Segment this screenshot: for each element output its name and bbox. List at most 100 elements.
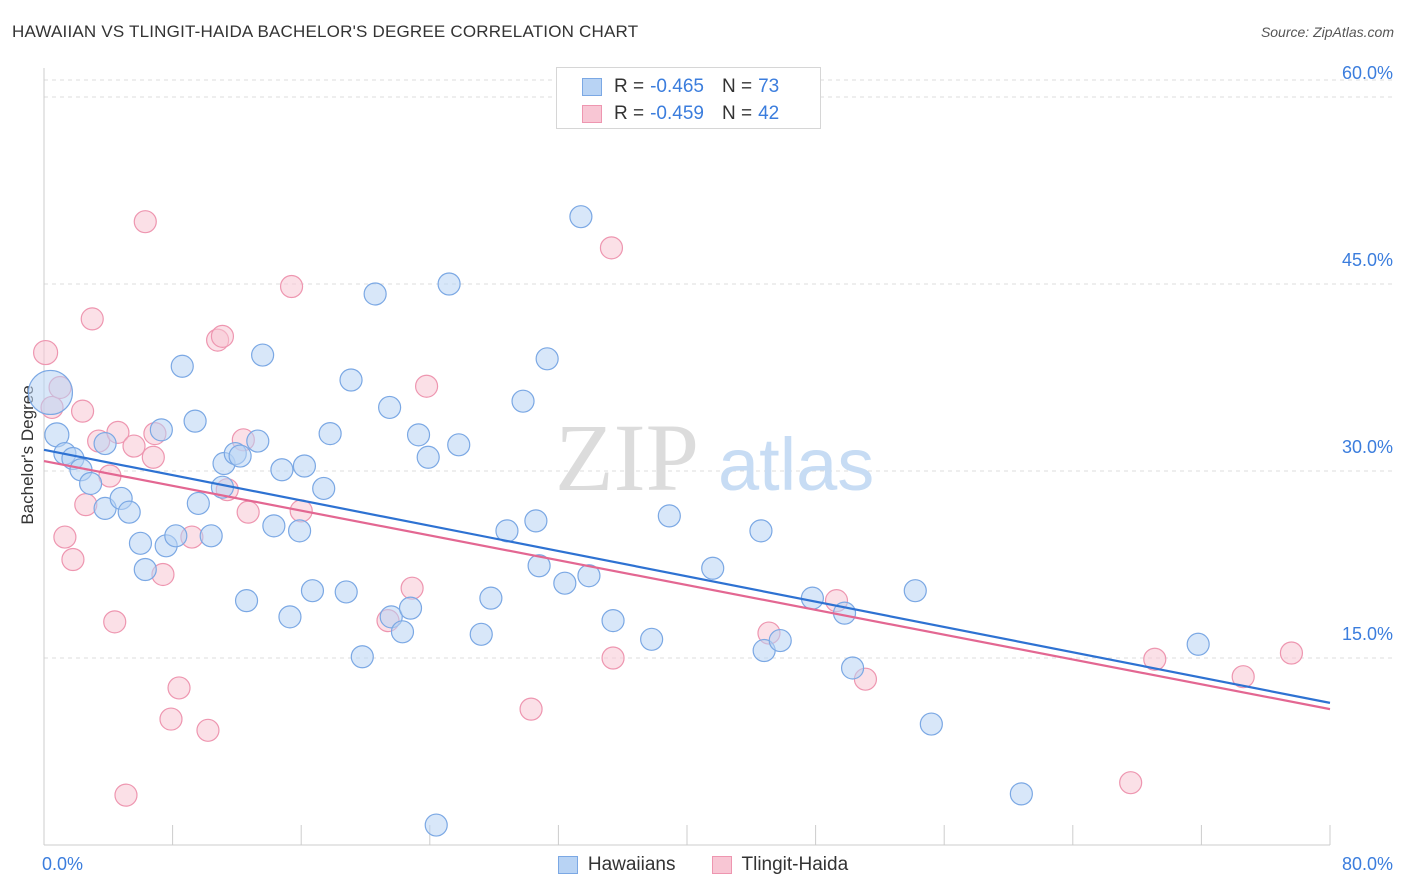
legend-swatch-pink <box>582 105 602 123</box>
data-point <box>334 580 358 604</box>
n-label: N = <box>721 76 753 97</box>
data-point <box>149 418 173 442</box>
legend-swatch-blue <box>557 856 578 874</box>
data-point <box>400 576 424 600</box>
data-point <box>170 354 194 378</box>
data-point <box>840 656 865 680</box>
data-point <box>122 434 146 458</box>
data-point <box>569 205 593 229</box>
n-label: N = <box>721 103 753 124</box>
legend-swatch-pink <box>711 856 732 874</box>
x-tick-label: 0.0% <box>42 854 83 874</box>
data-point <box>312 476 336 501</box>
data-point <box>210 324 235 348</box>
data-point <box>133 210 157 234</box>
legend-row-hawaiians: R = -0.465 N = 73 <box>582 75 779 99</box>
data-point <box>196 718 220 742</box>
legend-row-tlingit-haida: R = -0.459 N = 42 <box>582 102 779 126</box>
data-point <box>117 500 141 524</box>
data-point <box>246 429 270 453</box>
data-point <box>601 646 625 670</box>
y-tick-label: 30.0% <box>1342 437 1393 457</box>
data-point <box>251 343 275 367</box>
data-point <box>1009 782 1033 806</box>
data-point <box>919 712 943 736</box>
trend-line-hawaiians <box>43 448 1331 704</box>
data-point <box>363 282 387 306</box>
watermark-zip: ZIP <box>555 404 699 511</box>
data-point <box>183 409 207 433</box>
data-point <box>236 500 260 524</box>
data-point <box>657 504 681 528</box>
legend-item-hawaiians: Hawaiians <box>557 852 676 878</box>
data-point <box>279 274 304 299</box>
data-point <box>141 445 165 469</box>
data-point <box>270 458 294 482</box>
trend-line-tlingit-haida <box>43 459 1331 711</box>
r-value: -0.465 <box>650 76 704 97</box>
data-point <box>199 524 223 548</box>
data-point <box>416 445 440 469</box>
data-point <box>74 493 98 517</box>
data-point <box>262 514 286 538</box>
data-point <box>278 605 302 629</box>
data-point <box>167 676 191 700</box>
data-point <box>228 444 252 468</box>
data-point <box>61 547 85 572</box>
data-point <box>133 557 157 582</box>
data-point <box>553 571 577 595</box>
data-point <box>103 610 127 634</box>
data-point <box>33 339 59 366</box>
data-point <box>80 307 104 331</box>
data-point <box>1119 771 1143 795</box>
data-point <box>164 524 188 548</box>
data-point <box>519 697 543 721</box>
data-point <box>437 272 461 296</box>
data-point <box>749 519 773 543</box>
data-point <box>469 622 493 646</box>
data-point <box>406 423 431 447</box>
data-point <box>577 564 601 588</box>
data-point <box>339 368 363 392</box>
n-value: 42 <box>758 103 780 124</box>
data-point <box>535 347 559 371</box>
data-point <box>1186 632 1210 656</box>
data-point <box>601 608 625 633</box>
data-point <box>318 422 342 446</box>
y-tick-label: 15.0% <box>1342 624 1393 644</box>
watermark-atlas: atlas <box>718 423 874 506</box>
watermark: ZIP atlas <box>555 404 874 511</box>
data-point <box>701 556 725 580</box>
tick-labels: 15.0% 30.0% 45.0% 60.0% 0.0% 80.0% <box>42 63 1393 874</box>
n-value: 73 <box>758 76 780 97</box>
data-point <box>292 454 317 478</box>
data-point <box>350 645 374 669</box>
data-point <box>424 813 448 837</box>
data-point <box>300 579 325 603</box>
data-point <box>114 783 138 807</box>
y-tick-label: 45.0% <box>1342 250 1393 270</box>
data-point <box>524 509 548 533</box>
legend-swatch-blue <box>582 78 602 96</box>
data-point <box>93 431 117 456</box>
data-point <box>768 628 792 653</box>
data-point <box>1231 665 1255 689</box>
data-point <box>53 525 77 549</box>
data-point <box>27 369 74 416</box>
source-label: Source: ZipAtlas.com <box>1260 24 1394 40</box>
y-tick-label: 60.0% <box>1342 63 1393 83</box>
r-value: -0.459 <box>650 103 704 124</box>
data-point <box>70 399 95 423</box>
data-point <box>527 554 551 578</box>
legend-label: Tlingit-Haida <box>741 854 849 875</box>
data-point <box>1143 647 1167 671</box>
data-point <box>414 374 439 398</box>
data-point <box>79 471 103 496</box>
stats-legend: R = -0.465 N = 73 R = -0.459 N = 42 <box>556 67 821 129</box>
r-label: R = <box>614 103 645 124</box>
series-legend: Hawaiians Tlingit-Haida <box>0 852 1406 878</box>
data-point <box>511 389 535 413</box>
data-point <box>903 579 927 603</box>
data-point <box>640 627 664 651</box>
